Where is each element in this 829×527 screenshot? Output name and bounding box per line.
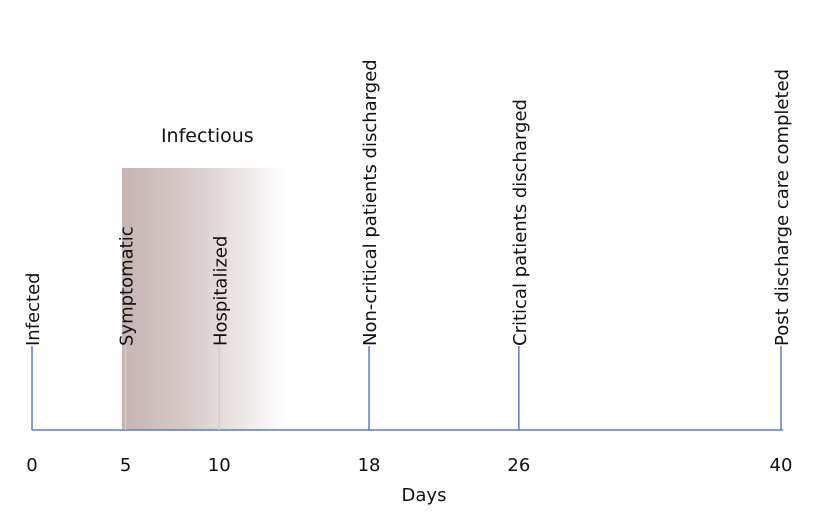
tick-label-10: 10 <box>208 455 231 476</box>
event-label-day-5: Symptomatic <box>117 226 138 346</box>
tick-label-0: 0 <box>26 455 37 476</box>
event-label-day-18: Non-critical patients discharged <box>360 59 381 346</box>
tick-label-18: 18 <box>358 455 381 476</box>
event-label-day-26: Critical patients discharged <box>510 99 531 346</box>
event-label-day-0: Infected <box>23 272 44 346</box>
tick-label-40: 40 <box>770 455 793 476</box>
axis-label-days: Days <box>402 485 447 506</box>
infectious-label: Infectious <box>161 125 254 147</box>
infectious-period-shade <box>121 168 285 430</box>
event-label-day-10: Hospitalized <box>210 236 231 346</box>
event-label-day-40: Post discharge care completed <box>772 69 793 346</box>
tick-label-5: 5 <box>120 455 131 476</box>
tick-label-26: 26 <box>507 455 530 476</box>
